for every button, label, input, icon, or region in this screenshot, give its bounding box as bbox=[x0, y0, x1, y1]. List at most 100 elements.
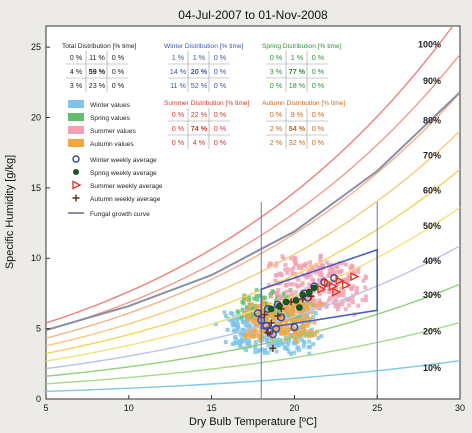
scatter-point-2 bbox=[283, 304, 288, 309]
scatter-point-3 bbox=[272, 316, 277, 321]
scatter-point-2 bbox=[289, 282, 294, 287]
scatter-point-2 bbox=[335, 265, 340, 270]
summer-weekly-average bbox=[342, 280, 352, 290]
scatter-point-2 bbox=[268, 294, 273, 299]
scatter-point-2 bbox=[290, 271, 295, 276]
scatter-point-2 bbox=[314, 263, 319, 268]
rh-label: 90% bbox=[423, 76, 441, 86]
scatter-point-3 bbox=[293, 329, 298, 334]
scatter-point-0 bbox=[223, 314, 228, 319]
y-tick-label: 15 bbox=[31, 183, 41, 193]
scatter-point-2 bbox=[321, 302, 326, 307]
scatter-point-3 bbox=[305, 323, 310, 328]
distribution-table-cell: 54 % bbox=[289, 124, 306, 133]
scatter-point-2 bbox=[341, 289, 346, 294]
scatter-point-1 bbox=[310, 303, 315, 308]
scatter-point-1 bbox=[267, 313, 272, 318]
distribution-table-cell: 0 % bbox=[172, 138, 185, 147]
legend-marker bbox=[73, 169, 79, 175]
scatter-point-2 bbox=[329, 266, 334, 271]
scatter-point-2 bbox=[333, 297, 338, 302]
scatter-point-3 bbox=[302, 329, 307, 334]
rh-curve-30 bbox=[46, 283, 460, 377]
scatter-point-2 bbox=[335, 307, 340, 312]
distribution-table-cell: 0 % bbox=[312, 110, 325, 119]
scatter-point-2 bbox=[350, 297, 355, 302]
scatter-point-0 bbox=[234, 329, 239, 334]
scatter-point-2 bbox=[324, 260, 329, 265]
distribution-table-0: Total Distribution [% time] 0 % 11 % 0 % 4 %… bbox=[62, 43, 137, 92]
scatter-point-3 bbox=[267, 302, 272, 307]
scatter-point-2 bbox=[274, 290, 279, 295]
scatter-point-3 bbox=[254, 329, 259, 334]
scatter-point-0 bbox=[277, 340, 282, 345]
legend-label: Spring weekly average bbox=[90, 170, 157, 177]
rh-label: 40% bbox=[423, 256, 441, 266]
scatter-point-2 bbox=[284, 289, 289, 294]
scatter-point-2 bbox=[281, 296, 286, 301]
scatter-point-3 bbox=[318, 302, 323, 307]
distribution-table-2: Spring Distribution [% time] 0 % 1 % 0 % 3 %… bbox=[262, 43, 342, 92]
distribution-table-cell: 1 % bbox=[193, 53, 206, 62]
scatter-point-2 bbox=[363, 285, 368, 290]
scatter-point-0 bbox=[284, 340, 289, 345]
scatter-point-2 bbox=[311, 267, 316, 272]
autumn-weekly-average bbox=[267, 319, 275, 327]
scatter-point-2 bbox=[346, 273, 351, 278]
scatter-point-1 bbox=[235, 309, 240, 314]
scatter-point-0 bbox=[232, 335, 237, 340]
distribution-table-cell: 14 % bbox=[170, 67, 187, 76]
scatter-point-2 bbox=[299, 266, 304, 271]
distribution-table-title: Winter Distribution [% time] bbox=[164, 43, 244, 50]
distribution-table-cell: 23 % bbox=[89, 81, 106, 90]
scatter-point-2 bbox=[356, 266, 361, 271]
scatter-point-2 bbox=[280, 254, 285, 259]
scatter-point-2 bbox=[330, 270, 335, 275]
scatter-point-3 bbox=[264, 323, 269, 328]
scatter-point-3 bbox=[309, 310, 314, 315]
scatter-point-2 bbox=[293, 262, 298, 267]
rh-curve-10 bbox=[46, 360, 460, 393]
scatter-point-2 bbox=[350, 300, 355, 305]
scatter-point-3 bbox=[281, 311, 286, 316]
scatter-point-1 bbox=[251, 306, 256, 311]
scatter-point-3 bbox=[289, 310, 294, 315]
scatter-point-2 bbox=[333, 304, 338, 309]
distribution-table-cell: 1 % bbox=[291, 53, 304, 62]
scatter-point-2 bbox=[347, 303, 352, 308]
y-axis-label: Specific Humidity [g/kg] bbox=[4, 155, 16, 269]
scatter-point-2 bbox=[273, 278, 278, 283]
scatter-point-2 bbox=[340, 302, 345, 307]
scatter-point-2 bbox=[311, 289, 316, 294]
scatter-point-3 bbox=[243, 309, 248, 314]
distribution-table-cell: 0 % bbox=[270, 110, 283, 119]
scatter-point-2 bbox=[360, 297, 365, 302]
summer-weekly-average bbox=[323, 278, 334, 289]
scatter-point-2 bbox=[326, 298, 331, 303]
scatter-point-0 bbox=[265, 350, 270, 355]
distribution-table-cell: 0 % bbox=[312, 124, 325, 133]
spring-weekly-average bbox=[276, 302, 283, 310]
scatter-point-2 bbox=[304, 286, 309, 291]
scatter-point-0 bbox=[297, 335, 302, 340]
distribution-table-cell: 77 % bbox=[289, 67, 306, 76]
winter-weekly-average bbox=[290, 323, 299, 332]
scatter-point-0 bbox=[282, 345, 287, 350]
scatter-point-1 bbox=[254, 293, 259, 298]
distribution-table-cell: 18 % bbox=[289, 81, 306, 90]
summer-weekly-average bbox=[335, 276, 345, 286]
scatter-point-1 bbox=[268, 292, 273, 297]
scatter-point-2 bbox=[279, 272, 284, 277]
scatter-point-2 bbox=[347, 276, 352, 281]
scatter-point-3 bbox=[301, 313, 306, 318]
scatter-point-3 bbox=[278, 327, 283, 332]
scatter-point-3 bbox=[300, 302, 305, 307]
scatter-point-0 bbox=[292, 340, 297, 345]
scatter-point-3 bbox=[258, 334, 263, 339]
scatter-point-2 bbox=[336, 279, 341, 284]
scatter-point-2 bbox=[311, 306, 316, 311]
scatter-point-2 bbox=[349, 286, 354, 291]
distribution-table-cell: 0 % bbox=[214, 53, 227, 62]
scatter-point-1 bbox=[275, 295, 280, 300]
scatter-point-2 bbox=[285, 270, 290, 275]
